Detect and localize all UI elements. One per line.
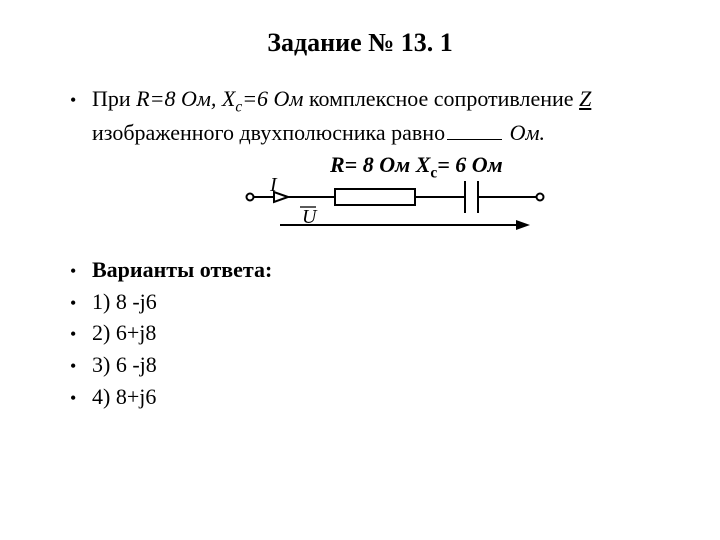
answer-text: 2) 6+j8 (92, 318, 650, 348)
bullet-dot: • (70, 318, 92, 346)
slide-page: Задание № 13. 1 • При R=8 Ом, Xс=6 Ом ко… (0, 0, 720, 540)
txt: комплексное сопротивление (303, 86, 579, 111)
answer-text: 1) 8 -j6 (92, 287, 650, 317)
txt: изображенного двухполюсника равно (92, 120, 445, 145)
circuit-svg: I U (240, 177, 560, 247)
Xc-label-prefix: X (410, 152, 430, 177)
var-Z: Z (579, 86, 591, 111)
Xc-label-suffix: = (437, 152, 455, 177)
answer-blank (447, 139, 502, 140)
var-Xc: X (222, 86, 235, 111)
problem-text: При R=8 Ом, Xс=6 Ом комплексное сопротив… (92, 84, 650, 148)
answer-text: 4) 8+j6 (92, 382, 650, 412)
terminal-right-icon (537, 193, 544, 200)
resistor-icon (335, 189, 415, 205)
Xc-label-val: 6 Ом (455, 152, 502, 177)
current-label: I (269, 177, 278, 196)
bullet-dot: • (70, 287, 92, 315)
val-Xc: =6 Ом (242, 86, 303, 111)
var-R: R (136, 86, 149, 111)
bullet-dot: • (70, 382, 92, 410)
answers-header-row: • Варианты ответа: (70, 255, 650, 285)
answer-option: • 4) 8+j6 (70, 382, 650, 412)
page-title: Задание № 13. 1 (70, 28, 650, 58)
txt: При (92, 86, 136, 111)
terminal-left-icon (247, 193, 254, 200)
answer-option: • 3) 6 -j8 (70, 350, 650, 380)
R-label-val: 8 Ом (363, 152, 410, 177)
problem-statement: • При R=8 Ом, Xс=6 Ом комплексное сопрот… (70, 84, 650, 148)
answer-option: • 2) 6+j8 (70, 318, 650, 348)
answer-option: • 1) 8 -j6 (70, 287, 650, 317)
txt: Ом. (504, 120, 545, 145)
val-R: =8 Ом, (150, 86, 222, 111)
circuit-diagram: R= 8 Ом Xс= 6 Ом (240, 152, 560, 247)
bullet-dot: • (70, 350, 92, 378)
voltage-label: U (302, 206, 318, 228)
voltage-arrow-head-icon (516, 220, 530, 230)
bullet-dot: • (70, 84, 92, 112)
R-label-prefix: R= (330, 152, 363, 177)
answer-text: 3) 6 -j8 (92, 350, 650, 380)
bullet-dot: • (70, 255, 92, 283)
answers-header: Варианты ответа: (92, 255, 650, 285)
